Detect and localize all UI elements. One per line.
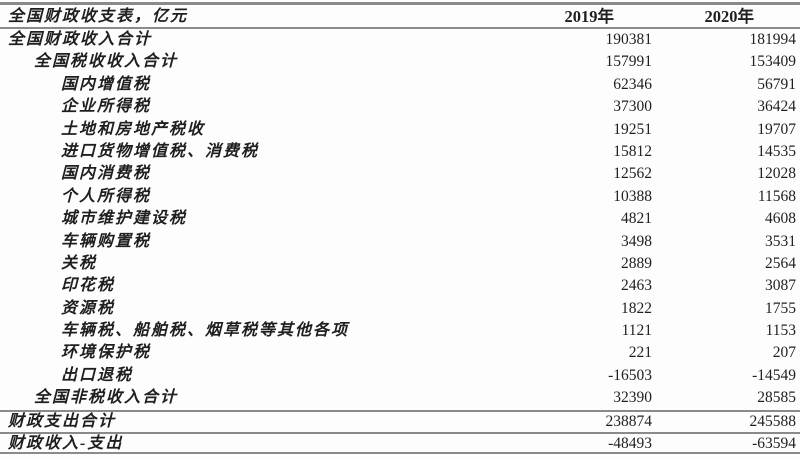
table-row: 全国非税收入合计 32390 28585: [0, 387, 800, 409]
row-value-2019: 4821: [621, 210, 652, 228]
row-label: 车辆税、船舶税、烟草税等其他各项: [61, 322, 350, 340]
row-value-2020: 1755: [765, 299, 796, 317]
row-label: 环境保护税: [61, 344, 152, 362]
row-label: 进口货物增值税、消费税: [61, 142, 260, 160]
row-value-2020: 19707: [757, 120, 796, 138]
row-label: 国内增值税: [61, 75, 152, 93]
table-row: 印花税 2463 3087: [0, 275, 800, 297]
column-header-2019: 2019年: [564, 7, 615, 26]
table-row: 出口退税 -16503 -14549: [0, 365, 800, 387]
row-value-2020: -14549: [752, 366, 796, 384]
table-row: 全国税收收入合计 157991 153409: [0, 51, 800, 73]
row-value-2020: 1153: [765, 322, 796, 340]
row-value-2019: 19251: [613, 120, 652, 138]
row-value-2020: 4608: [765, 210, 796, 228]
row-label: 土地和房地产税收: [61, 120, 206, 138]
row-label: 印花税: [61, 277, 116, 295]
row-value-2019: 238874: [605, 412, 653, 430]
row-value-2019: 12562: [613, 165, 652, 183]
row-label: 财政支出合计: [8, 412, 117, 430]
table-row: 关税 2889 2564: [0, 253, 800, 275]
table-row: 车辆购置税 3498 3531: [0, 231, 800, 253]
row-label: 国内消费税: [61, 165, 152, 183]
table-header: 全国财政收支表，亿元 2019年 2020年: [0, 5, 800, 29]
row-label: 车辆购置税: [61, 232, 152, 250]
table-row: 土地和房地产税收 19251 19707: [0, 119, 800, 141]
table-row: 城市维护建设税 4821 4608: [0, 208, 800, 230]
row-value-2019: 190381: [605, 31, 653, 48]
table-row: 进口货物增值税、消费税 15812 14535: [0, 141, 800, 163]
table-row: 环境保护税 221 207: [0, 342, 800, 364]
row-label: 城市维护建设税: [61, 210, 188, 228]
row-value-2020: 28585: [757, 389, 796, 407]
table-row: 资源税 1822 1755: [0, 298, 800, 320]
table-title: 全国财政收支表，亿元: [8, 8, 189, 25]
row-value-2020: 3087: [765, 277, 796, 295]
row-value-2020: 245588: [749, 412, 797, 430]
row-value-2019: 62346: [613, 75, 652, 93]
table-row: 车辆税、船舶税、烟草税等其他各项 1121 1153: [0, 320, 800, 342]
row-value-2019: 2463: [621, 277, 652, 295]
row-value-2019: 2889: [621, 254, 652, 272]
row-label: 全国税收收入合计: [34, 53, 179, 71]
row-value-2019: 15812: [613, 142, 652, 160]
row-value-2019: 3498: [621, 232, 652, 250]
row-value-2020: 56791: [757, 75, 796, 93]
row-value-2019: 1822: [621, 299, 652, 317]
row-value-2019: 37300: [613, 98, 652, 116]
row-label: 出口退税: [61, 366, 134, 384]
row-value-2019: 221: [628, 344, 652, 362]
row-value-2019: 157991: [605, 53, 653, 71]
row-value-2020: 3531: [765, 232, 796, 250]
row-value-2020: 36424: [757, 98, 796, 116]
row-value-2020: 181994: [749, 31, 797, 48]
row-label: 全国非税收入合计: [34, 389, 179, 407]
row-value-2019: 1121: [621, 322, 652, 340]
column-header-2020: 2020年: [704, 7, 755, 26]
row-value-2020: 11568: [757, 187, 796, 205]
row-label: 全国财政收入合计: [8, 31, 153, 48]
row-label: 资源税: [61, 299, 116, 317]
row-label: 关税: [61, 254, 98, 272]
row-label: 企业所得税: [61, 98, 152, 116]
table-row: 国内增值税 62346 56791: [0, 74, 800, 96]
table-row: 财政支出合计 238874 245588: [0, 409, 800, 432]
row-label: 财政收入-支出: [8, 435, 124, 453]
row-value-2020: 14535: [757, 142, 796, 160]
row-value-2019: -48493: [608, 435, 652, 453]
row-value-2020: 2564: [765, 254, 796, 272]
row-value-2019: 10388: [613, 187, 652, 205]
row-value-2020: 207: [772, 344, 796, 362]
table-row: 个人所得税 10388 11568: [0, 186, 800, 208]
row-value-2019: 32390: [613, 389, 652, 407]
row-label: 个人所得税: [61, 187, 152, 205]
row-value-2020: 12028: [757, 165, 796, 183]
table-row: 财政收入-支出 -48493 -63594: [0, 432, 800, 455]
row-value-2020: -63594: [752, 435, 796, 453]
table-body: 全国财政收入合计 190381 181994 全国税收收入合计 157991 1…: [0, 29, 800, 455]
table-row: 国内消费税 12562 12028: [0, 163, 800, 185]
table-row: 企业所得税 37300 36424: [0, 96, 800, 118]
table-row: 全国财政收入合计 190381 181994: [0, 29, 800, 51]
row-value-2020: 153409: [749, 53, 797, 71]
row-value-2019: -16503: [608, 366, 652, 384]
